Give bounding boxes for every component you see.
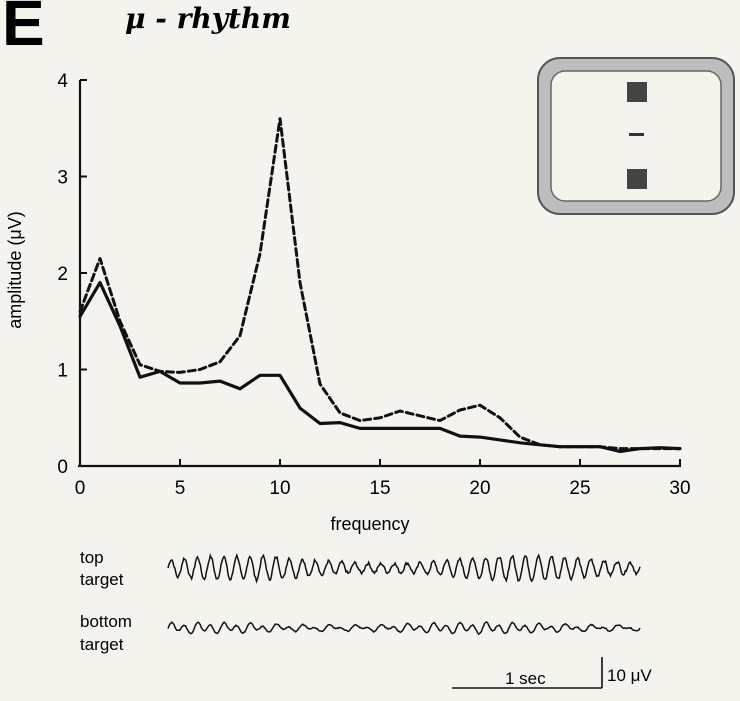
series-layer (78, 117, 682, 454)
tick-group: 0 5 10 15 20 25 30 0 1 2 3 4 (57, 71, 690, 499)
y-tick-label: 4 (57, 71, 68, 92)
trace-bottom-label-line1: bottom (80, 612, 132, 631)
x-tick-label: 30 (669, 478, 690, 499)
trace-bottom-label-line2: target (80, 635, 124, 654)
x-tick-label: 5 (175, 478, 186, 499)
trace-top-target (167, 552, 641, 584)
series-line-solid (78, 281, 682, 454)
scale-bar: 1 sec 10 μV (452, 657, 652, 689)
x-tick-label: 10 (269, 478, 290, 499)
top-target (627, 82, 647, 102)
x-tick-label: 0 (75, 478, 86, 499)
eeg-traces (167, 552, 641, 636)
bottom-target (627, 169, 647, 189)
panel-letter: E (2, 0, 45, 59)
cursor (629, 133, 644, 136)
amplitude-scale-label: 10 μV (607, 666, 652, 685)
y-tick-label: 2 (57, 264, 68, 285)
chart-title: μ - rhythm (125, 2, 291, 35)
y-tick-label: 1 (57, 361, 68, 382)
y-tick-label: 0 (57, 457, 68, 478)
trace-bottom-target (167, 620, 641, 636)
x-axis-label: frequency (330, 514, 409, 534)
trace-top-label-line1: top (80, 548, 104, 567)
x-tick-label: 20 (469, 478, 490, 499)
y-tick-label: 3 (57, 168, 68, 189)
x-tick-label: 25 (569, 478, 590, 499)
trace-top-label-line2: target (80, 570, 124, 589)
task-inset (537, 57, 735, 215)
y-axis-label: amplitude (μV) (5, 211, 25, 328)
time-scale-label: 1 sec (505, 669, 546, 688)
x-tick-label: 15 (369, 478, 390, 499)
